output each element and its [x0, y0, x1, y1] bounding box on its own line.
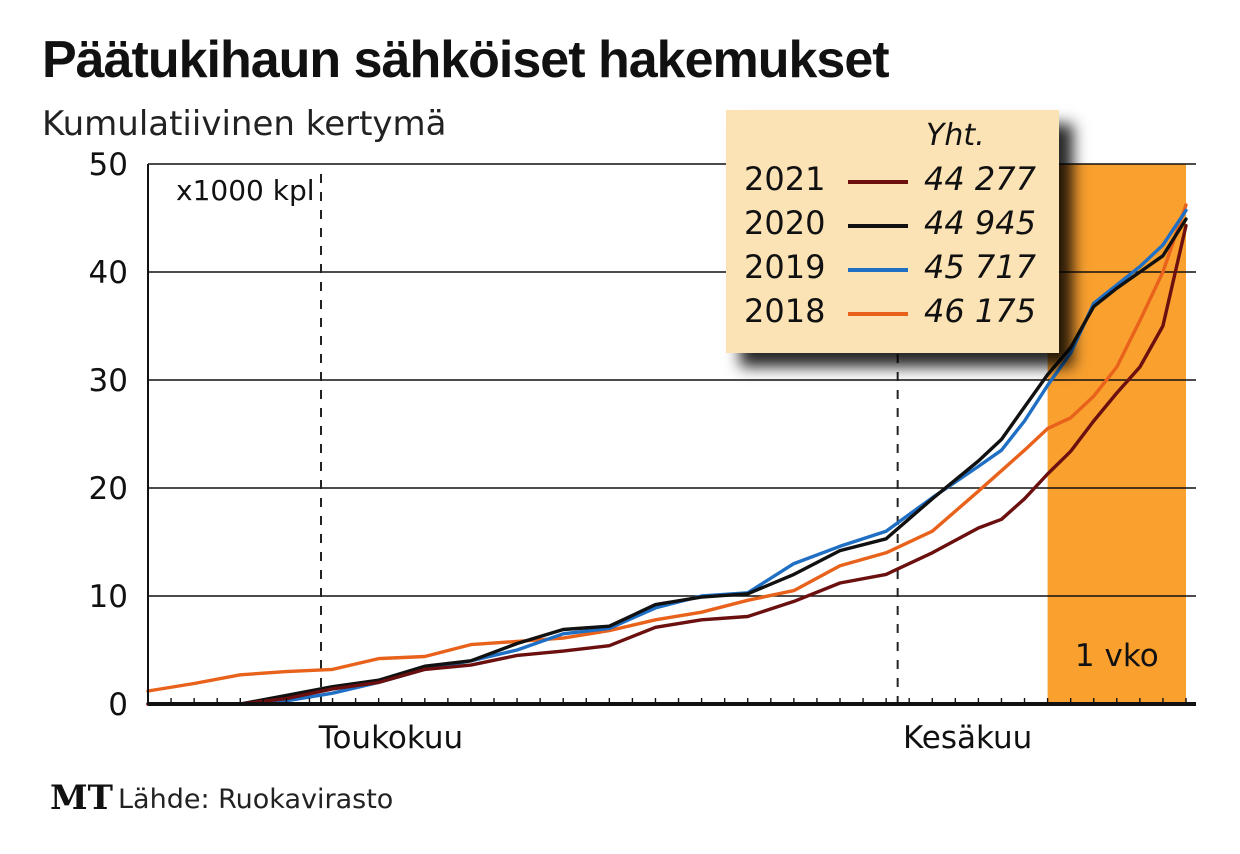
- y-tick-label-20: 20: [89, 471, 128, 507]
- series-line-2021: [146, 223, 1188, 706]
- source-note: Lähde: Ruokavirasto: [118, 784, 394, 815]
- legend-entry-2018: 2018 46 175: [726, 292, 1059, 336]
- y-tick-label-0: 0: [108, 687, 128, 723]
- month-label-0: Toukokuu: [318, 720, 463, 756]
- highlight-band: [1047, 164, 1186, 704]
- legend-total-2019: 45 717: [924, 248, 1036, 286]
- series-line-2018: [146, 203, 1188, 693]
- y-tick-label-40: 40: [89, 255, 128, 291]
- legend-label-2020: 2020: [744, 204, 826, 242]
- y-axis-unit-label: x1000 kpl: [176, 174, 315, 207]
- legend: Yht. 2021 44 277 2020 44 945 2019 45 717…: [726, 110, 1059, 353]
- legend-header: Yht.: [926, 118, 985, 153]
- legend-swatch-2021: [848, 180, 908, 184]
- y-tick-label-10: 10: [89, 579, 128, 615]
- legend-label-2018: 2018: [744, 292, 826, 330]
- y-tick-label-50: 50: [89, 147, 128, 183]
- legend-entry-2019: 2019 45 717: [726, 248, 1059, 292]
- legend-total-2018: 46 175: [924, 292, 1036, 330]
- mt-logo: MT: [50, 778, 113, 818]
- month-label-1: Kesäkuu: [903, 720, 1032, 756]
- legend-total-2020: 44 945: [924, 204, 1036, 242]
- legend-swatch-2019: [848, 268, 908, 272]
- highlight-label: 1 vko: [1075, 638, 1159, 674]
- legend-swatch-2018: [848, 312, 908, 316]
- legend-swatch-2020: [848, 224, 908, 228]
- legend-total-2021: 44 277: [924, 160, 1036, 198]
- legend-entry-2021: 2021 44 277: [726, 160, 1059, 204]
- legend-entry-2020: 2020 44 945: [726, 204, 1059, 248]
- y-tick-label-30: 30: [89, 363, 128, 399]
- chart-title: Päätukihaun sähköiset hakemukset: [42, 31, 890, 89]
- legend-label-2021: 2021: [744, 160, 826, 198]
- series-line-2020: [146, 217, 1188, 706]
- chart-subtitle: Kumulatiivinen kertymä: [42, 104, 447, 144]
- legend-label-2019: 2019: [744, 248, 826, 286]
